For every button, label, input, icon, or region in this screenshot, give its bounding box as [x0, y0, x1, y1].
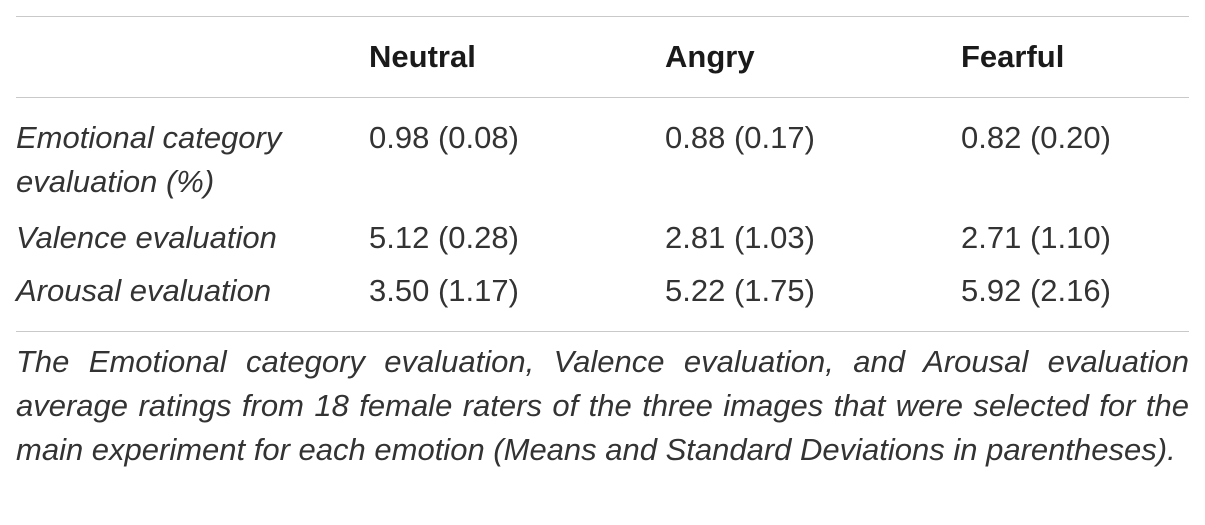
- table-caption: The Emotional category evaluation, Valen…: [16, 344, 1189, 467]
- cell-emotional-fearful: 0.82 (0.20): [961, 120, 1111, 155]
- cell-emotional-neutral: 0.98 (0.08): [369, 120, 519, 155]
- column-header-neutral: Neutral: [369, 39, 476, 74]
- column-header-angry: Angry: [665, 39, 755, 74]
- cell-emotional-angry: 0.88 (0.17): [665, 120, 815, 155]
- cell-valence-angry: 2.81 (1.03): [665, 220, 815, 255]
- cell-valence-fearful: 2.71 (1.10): [961, 220, 1111, 255]
- cell-valence-neutral: 5.12 (0.28): [369, 220, 519, 255]
- table-top-rule: [16, 16, 1189, 17]
- cell-arousal-fearful: 5.92 (2.16): [961, 273, 1111, 308]
- column-header-fearful: Fearful: [961, 39, 1065, 74]
- cell-arousal-neutral: 3.50 (1.17): [369, 273, 519, 308]
- row-label-arousal: Arousal evaluation: [16, 273, 272, 308]
- table-bottom-rule: [16, 331, 1189, 332]
- table-header-rule: [16, 97, 1189, 98]
- row-label-emotional-category: Emotional category evaluation (%): [16, 120, 282, 199]
- cell-arousal-angry: 5.22 (1.75): [665, 273, 815, 308]
- row-label-valence: Valence evaluation: [16, 220, 277, 255]
